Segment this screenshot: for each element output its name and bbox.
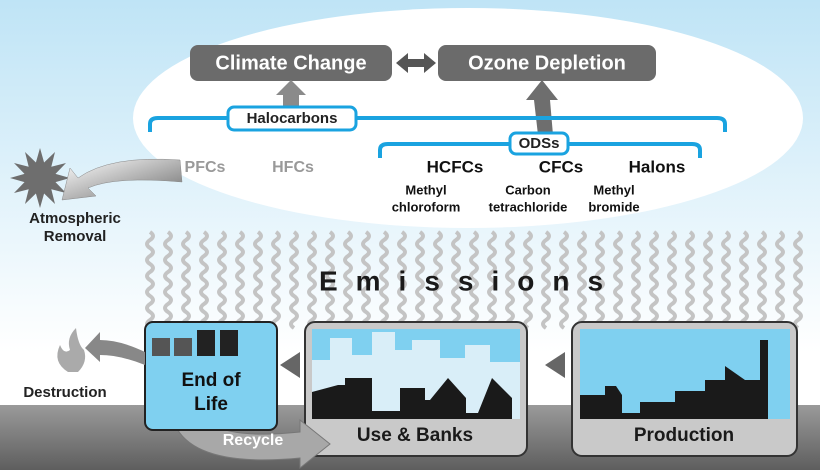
sink-label: Atmospheric [29,210,121,227]
stage-label: Use & Banks [357,425,473,446]
impact-label: Ozone Depletion [468,52,626,74]
group-label: Halocarbons [247,110,338,127]
gas: HFCs [272,159,314,176]
sub-gas: tetrachloride [489,199,568,214]
stage-label: Production [634,425,734,446]
sub-gas: Methyl [593,182,634,197]
emissions-label: Emissions [319,265,621,296]
gas: Halons [629,157,686,176]
sub-gas: bromide [588,199,639,214]
stage-label: Life [194,394,228,415]
sub-gas: Carbon [505,182,551,197]
impact-label: Climate Change [215,52,366,74]
gas: PFCs [185,159,226,176]
group-label: ODSs [519,135,560,152]
destruction-label: Destruction [23,384,106,401]
gas: CFCs [539,157,583,176]
gas: HCFCs [427,157,484,176]
sink-label: Removal [44,228,107,245]
stage-label: End of [181,370,241,391]
diagram: Climate Change Ozone Depletion Halocarbo… [0,0,820,470]
recycle-label: Recycle [223,432,284,449]
sub-gas: chloroform [392,199,461,214]
sub-gas: Methyl [405,182,446,197]
page: Climate Change Ozone Depletion Halocarbo… [0,0,820,470]
